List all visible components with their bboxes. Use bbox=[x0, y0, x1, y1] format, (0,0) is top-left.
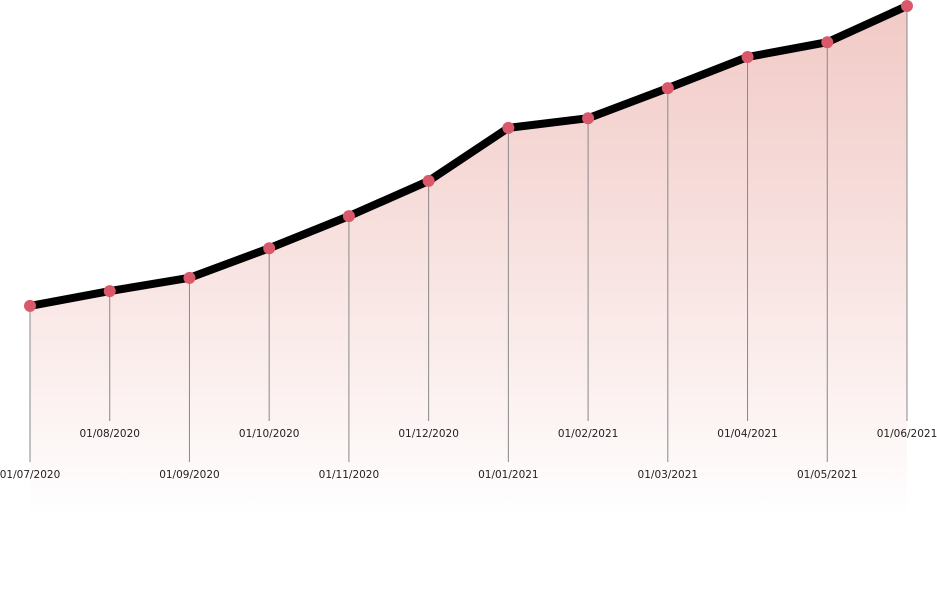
area bbox=[30, 6, 907, 516]
x-tick-label: 01/03/2021 bbox=[638, 469, 699, 481]
x-tick-label: 01/07/2020 bbox=[0, 469, 60, 481]
x-tick-label: 01/09/2020 bbox=[159, 469, 220, 481]
x-tick-label: 01/02/2021 bbox=[558, 428, 619, 440]
line bbox=[29, 2, 909, 310]
x-tick-label: 01/11/2020 bbox=[319, 469, 380, 481]
x-tick-label: 01/01/2021 bbox=[478, 469, 539, 481]
marker bbox=[422, 174, 435, 187]
x-tick-label: 01/10/2020 bbox=[239, 428, 300, 440]
marker bbox=[901, 0, 913, 12]
x-tick-label: 01/06/2021 bbox=[877, 428, 937, 440]
marker bbox=[502, 121, 515, 134]
marker bbox=[24, 299, 36, 312]
marker bbox=[661, 82, 674, 95]
x-tick-label: 01/12/2020 bbox=[398, 428, 459, 440]
marker bbox=[263, 242, 276, 255]
marker bbox=[582, 112, 595, 125]
x-tick-label: 01/04/2021 bbox=[717, 428, 778, 440]
marker bbox=[342, 210, 355, 223]
marker bbox=[821, 36, 834, 49]
x-tick-label: 01/08/2020 bbox=[79, 428, 140, 440]
x-tick-label: 01/05/2021 bbox=[797, 469, 858, 481]
marker bbox=[103, 285, 116, 298]
marker bbox=[741, 51, 754, 63]
marker bbox=[183, 271, 196, 284]
